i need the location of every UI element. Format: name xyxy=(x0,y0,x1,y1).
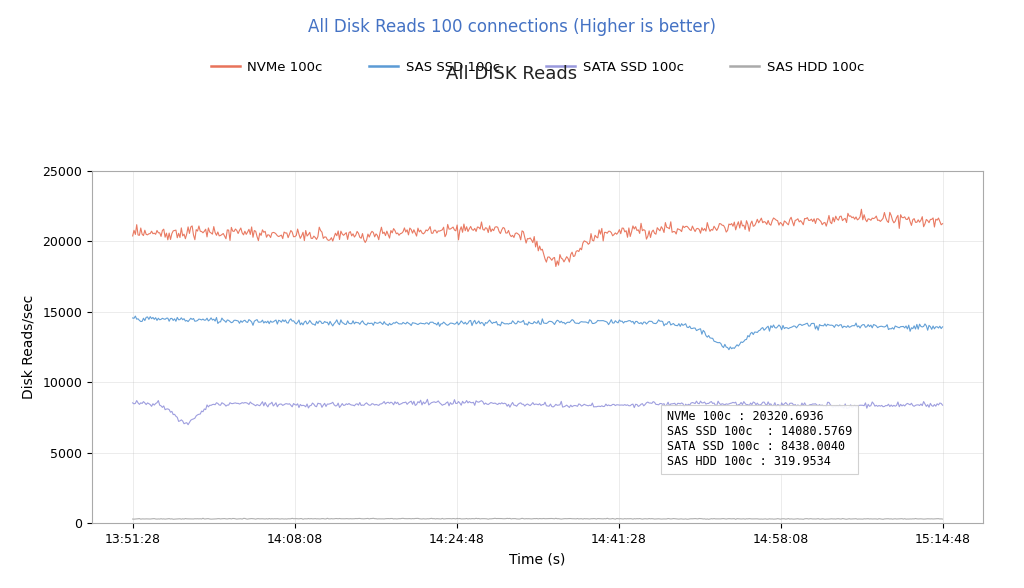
Text: All Disk Reads 100 connections (Higher is better): All Disk Reads 100 connections (Higher i… xyxy=(308,18,716,36)
Legend: NVMe 100c, SAS SSD 100c, SATA SSD 100c, SAS HDD 100c: NVMe 100c, SAS SSD 100c, SATA SSD 100c, … xyxy=(205,55,870,79)
Text: All DISK Reads: All DISK Reads xyxy=(446,65,578,83)
X-axis label: Time (s): Time (s) xyxy=(509,553,566,567)
Y-axis label: Disk Reads/sec: Disk Reads/sec xyxy=(22,295,36,399)
Text: NVMe 100c : 20320.6936
SAS SSD 100c  : 14080.5769
SATA SSD 100c : 8438.0040
SAS : NVMe 100c : 20320.6936 SAS SSD 100c : 14… xyxy=(667,410,852,469)
